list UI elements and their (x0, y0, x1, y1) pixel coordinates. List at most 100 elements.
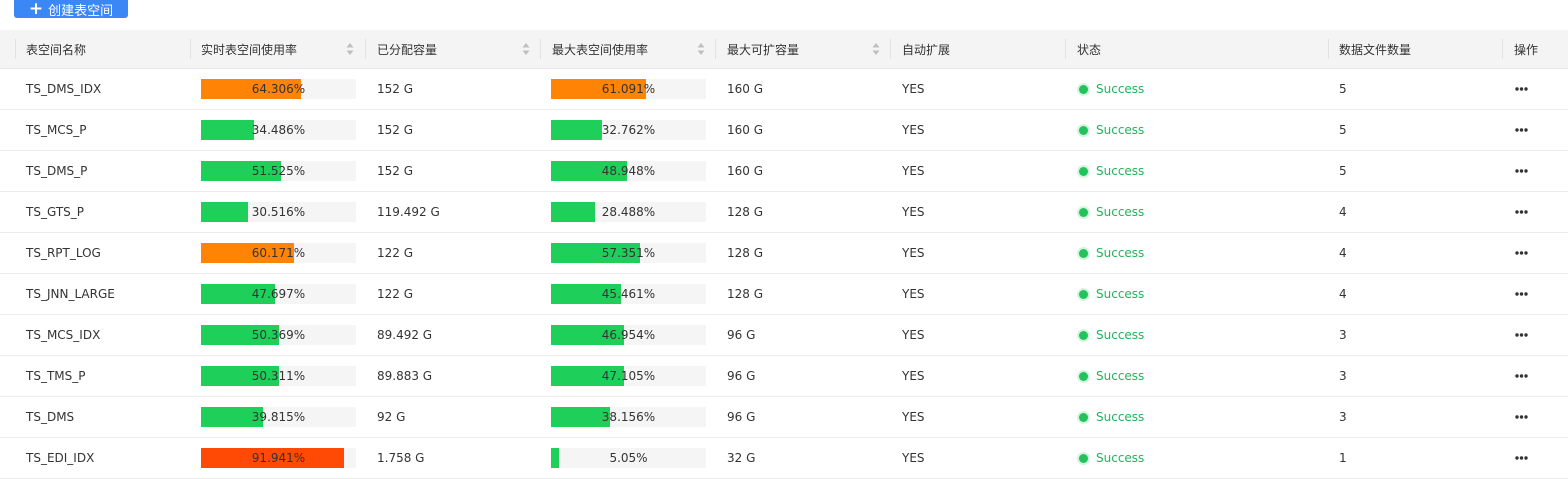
sort-caret-icon[interactable] (522, 41, 530, 57)
column-divider[interactable] (715, 39, 716, 59)
status-badge: Success (1096, 410, 1145, 424)
realtime-usage-progress-bar: 50.369% (201, 325, 356, 345)
table-row: TS_JNN_LARGE 47.697% 45.461% 122 G 128 G YES S… (0, 274, 1568, 315)
actions-cell (1514, 192, 1534, 232)
more-icon[interactable] (1514, 247, 1534, 259)
datafile-count: 3 (1339, 410, 1347, 424)
status-badge: Success (1096, 451, 1145, 465)
column-header-allocated[interactable]: 已分配容量 (377, 42, 438, 57)
max-usage-value: 45.461% (601, 287, 656, 301)
max-extendable-capacity: 160 G (727, 164, 764, 178)
more-icon[interactable] (1514, 206, 1534, 218)
datafile-count: 5 (1339, 164, 1347, 178)
actions-cell (1514, 110, 1534, 150)
max-usage-progress-fill (551, 448, 559, 468)
success-dot-icon (1079, 330, 1088, 340)
more-icon[interactable] (1514, 83, 1534, 95)
more-icon[interactable] (1514, 165, 1534, 177)
max-usage-progress-fill (551, 325, 624, 345)
more-icon[interactable] (1514, 411, 1534, 423)
table-row: TS_EDI_IDX 91.941% 5.05% 1.758 G 32 G YES Succ… (0, 438, 1568, 479)
column-divider[interactable] (15, 39, 16, 59)
realtime-usage-progress-fill (201, 79, 301, 99)
status-cell: Success (1077, 151, 1144, 191)
tablespace-name: TS_DMS_IDX (26, 82, 102, 96)
create-tablespace-button[interactable]: + 创建表空间 (14, 0, 128, 19)
column-divider[interactable] (890, 39, 891, 59)
actions-cell (1514, 315, 1534, 355)
datafile-count: 3 (1339, 369, 1347, 383)
tablespace-name: TS_DMS_P (26, 164, 88, 178)
more-icon[interactable] (1514, 452, 1534, 464)
table-row: TS_DMS 39.815% 38.156% 92 G 96 G YES Success 3 (0, 397, 1568, 438)
max-usage-value: 46.954% (601, 328, 656, 342)
autoextend-value: YES (902, 123, 925, 137)
max-usage-value: 57.351% (601, 246, 656, 260)
column-divider[interactable] (1065, 39, 1066, 59)
sort-caret-icon[interactable] (697, 41, 705, 57)
max-usage-progress-bar: 5.05% (551, 448, 706, 468)
max-usage-progress-fill (551, 366, 624, 386)
realtime-usage-progress-bar: 51.525% (201, 161, 356, 181)
max-usage-progress-fill (551, 407, 611, 427)
column-divider[interactable] (365, 39, 366, 59)
success-dot-icon (1079, 289, 1088, 299)
more-icon[interactable] (1514, 370, 1534, 382)
plus-icon: + (28, 0, 44, 19)
tablespace-name: TS_TMS_P (26, 369, 86, 383)
status-cell: Success (1077, 315, 1144, 355)
datafile-count: 4 (1339, 287, 1347, 301)
column-header-datafile-count: 数据文件数量 (1339, 42, 1412, 57)
column-header-max-usage[interactable]: 最大表空间使用率 (552, 42, 649, 57)
success-dot-icon (1079, 248, 1088, 258)
table-row: TS_TMS_P 50.311% 47.105% 89.883 G 96 G YES Suc… (0, 356, 1568, 397)
max-usage-progress-bar: 46.954% (551, 325, 706, 345)
actions-cell (1514, 69, 1534, 109)
more-icon[interactable] (1514, 288, 1534, 300)
status-badge: Success (1096, 328, 1145, 342)
status-badge: Success (1096, 287, 1145, 301)
max-usage-progress-bar: 48.948% (551, 161, 706, 181)
max-extendable-capacity: 128 G (727, 205, 764, 219)
max-usage-progress-bar: 45.461% (551, 284, 706, 304)
max-usage-value: 28.488% (601, 205, 656, 219)
column-header-realtime-usage[interactable]: 实时表空间使用率 (201, 42, 298, 57)
allocated-capacity: 122 G (377, 287, 414, 301)
realtime-usage-progress-bar: 30.516% (201, 202, 356, 222)
max-extendable-capacity: 32 G (727, 451, 756, 465)
table-row: TS_GTS_P 30.516% 28.488% 119.492 G 128 G YES S… (0, 192, 1568, 233)
column-divider[interactable] (190, 39, 191, 59)
column-divider[interactable] (1502, 39, 1503, 59)
max-extendable-capacity: 128 G (727, 287, 764, 301)
sort-caret-icon[interactable] (346, 41, 354, 57)
sort-caret-icon[interactable] (872, 41, 880, 57)
tablespace-name: TS_EDI_IDX (26, 451, 95, 465)
table-row: TS_DMS_P 51.525% 48.948% 152 G 160 G YES Succe… (0, 151, 1568, 192)
tablespace-table: 表空间名称 实时表空间使用率 已分配容量 最大表空间使用率 最大可扩容量 自动扩展 状态 数据… (0, 30, 1568, 479)
max-usage-progress-bar: 32.762% (551, 120, 706, 140)
status-cell: Success (1077, 438, 1144, 478)
status-badge: Success (1096, 164, 1145, 178)
datafile-count: 5 (1339, 123, 1347, 137)
column-header-actions: 操作 (1514, 42, 1539, 57)
realtime-usage-progress-fill (201, 366, 279, 386)
autoextend-value: YES (902, 369, 925, 383)
realtime-usage-value: 30.516% (251, 205, 306, 219)
success-dot-icon (1079, 453, 1088, 463)
table-row: TS_RPT_LOG 60.171% 57.351% 122 G 128 G YES Suc… (0, 233, 1568, 274)
max-extendable-capacity: 160 G (727, 82, 764, 96)
allocated-capacity: 89.492 G (377, 328, 433, 342)
max-extendable-capacity: 96 G (727, 328, 756, 342)
status-badge: Success (1096, 82, 1145, 96)
column-header-name: 表空间名称 (26, 42, 87, 57)
max-usage-value: 32.762% (601, 123, 656, 137)
column-divider[interactable] (540, 39, 541, 59)
success-dot-icon (1079, 125, 1088, 135)
more-icon[interactable] (1514, 329, 1534, 341)
more-icon[interactable] (1514, 124, 1534, 136)
success-dot-icon (1079, 412, 1088, 422)
column-divider[interactable] (1328, 39, 1329, 59)
actions-cell (1514, 151, 1534, 191)
column-header-max-capacity[interactable]: 最大可扩容量 (727, 42, 800, 57)
realtime-usage-value: 64.306% (251, 82, 306, 96)
